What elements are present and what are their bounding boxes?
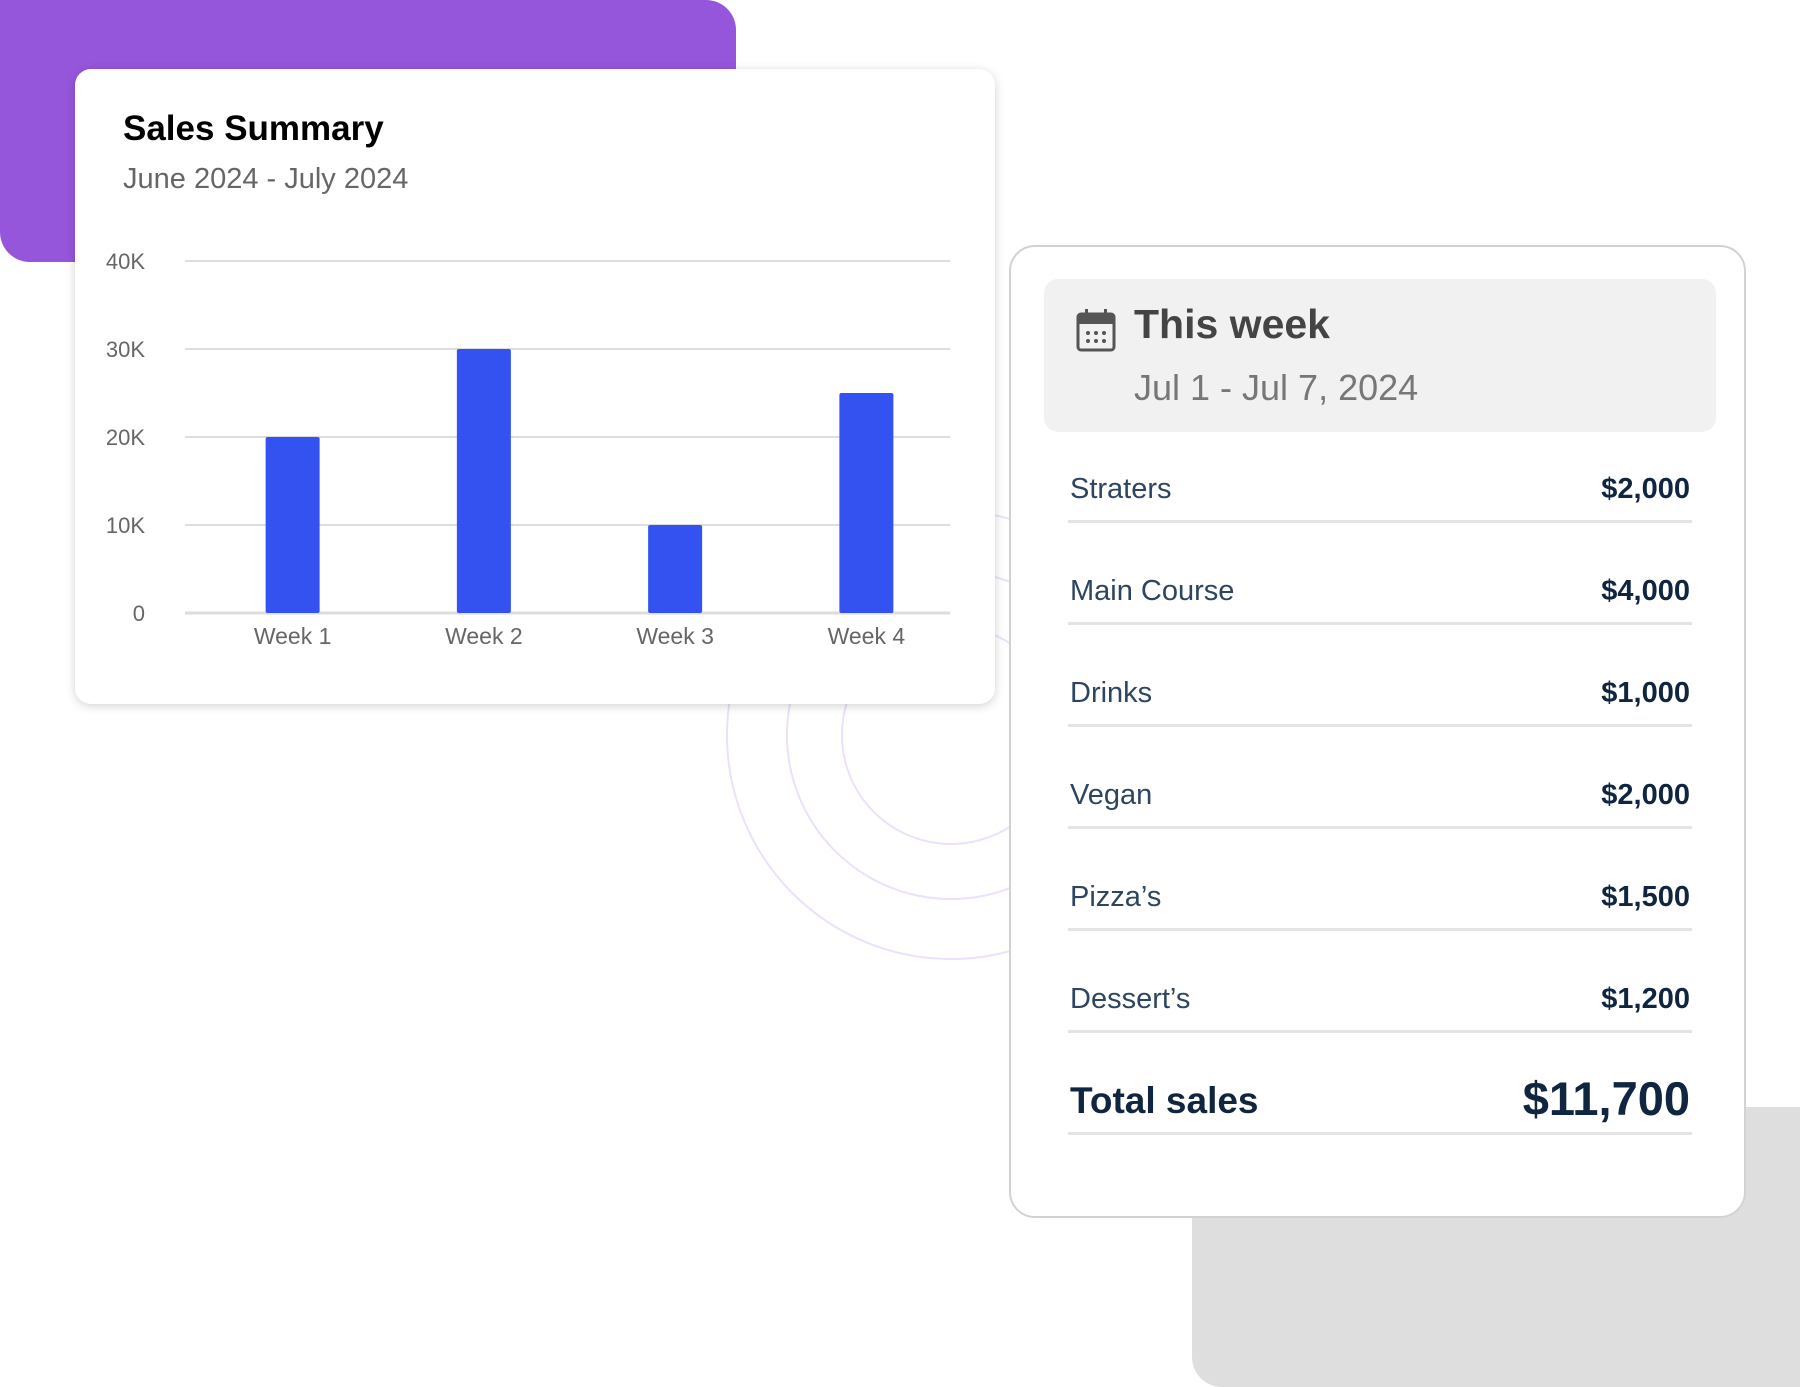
chart-title: Sales Summary bbox=[123, 109, 384, 148]
item-label: Pizza’s bbox=[1070, 881, 1162, 913]
item-value: $4,000 bbox=[1601, 575, 1690, 607]
bar bbox=[648, 525, 703, 613]
y-tick-label: 0 bbox=[133, 601, 145, 626]
list-item: Main Course $4,000 bbox=[1068, 523, 1692, 625]
y-tick-label: 30K bbox=[106, 337, 145, 362]
item-value: $2,000 bbox=[1601, 779, 1690, 811]
total-label: Total sales bbox=[1070, 1080, 1259, 1121]
item-label: Dessert’s bbox=[1070, 983, 1191, 1015]
y-tick-label: 10K bbox=[106, 513, 145, 538]
x-tick-label: Week 1 bbox=[254, 623, 332, 649]
bar bbox=[265, 437, 320, 613]
this-week-card: This week Jul 1 - Jul 7, 2024 Straters $2… bbox=[1009, 245, 1746, 1218]
list-item: Vegan $2,000 bbox=[1068, 727, 1692, 829]
x-tick-label: Week 4 bbox=[828, 623, 906, 649]
list-item: Straters $2,000 bbox=[1068, 421, 1692, 523]
y-tick-label: 40K bbox=[106, 249, 145, 274]
item-label: Main Course bbox=[1070, 575, 1235, 607]
item-value: $2,000 bbox=[1601, 473, 1690, 505]
x-tick-label: Week 2 bbox=[445, 623, 523, 649]
item-label: Drinks bbox=[1070, 677, 1153, 709]
total-row: Total sales $11,700 bbox=[1068, 1033, 1692, 1135]
item-label: Vegan bbox=[1070, 779, 1153, 811]
week-title: This week bbox=[1134, 301, 1330, 347]
bar-chart: 0 10K 20K 30K 40K Week 1 Week 2 Week 3 Week 4 bbox=[106, 249, 950, 649]
x-tick-label: Week 3 bbox=[636, 623, 714, 649]
item-label: Straters bbox=[1070, 473, 1172, 505]
item-value: $1,000 bbox=[1601, 677, 1690, 709]
sales-summary-card: Sales Summary June 2024 - July 2024 0 10K… bbox=[75, 69, 995, 704]
total-value: $11,700 bbox=[1522, 1072, 1690, 1125]
week-date-range: Jul 1 - Jul 7, 2024 bbox=[1134, 367, 1419, 408]
bar bbox=[456, 349, 511, 613]
item-value: $1,200 bbox=[1601, 983, 1690, 1015]
chart-subtitle: June 2024 - July 2024 bbox=[123, 163, 409, 195]
list-item: Pizza’s $1,500 bbox=[1068, 829, 1692, 931]
y-tick-label: 20K bbox=[106, 425, 145, 450]
week-header: This week Jul 1 - Jul 7, 2024 bbox=[1044, 279, 1716, 432]
item-value: $1,500 bbox=[1601, 881, 1690, 913]
bar bbox=[839, 393, 894, 613]
list-item: Drinks $1,000 bbox=[1068, 625, 1692, 727]
calendar-icon bbox=[1076, 309, 1116, 352]
list-item: Dessert’s $1,200 bbox=[1068, 931, 1692, 1033]
